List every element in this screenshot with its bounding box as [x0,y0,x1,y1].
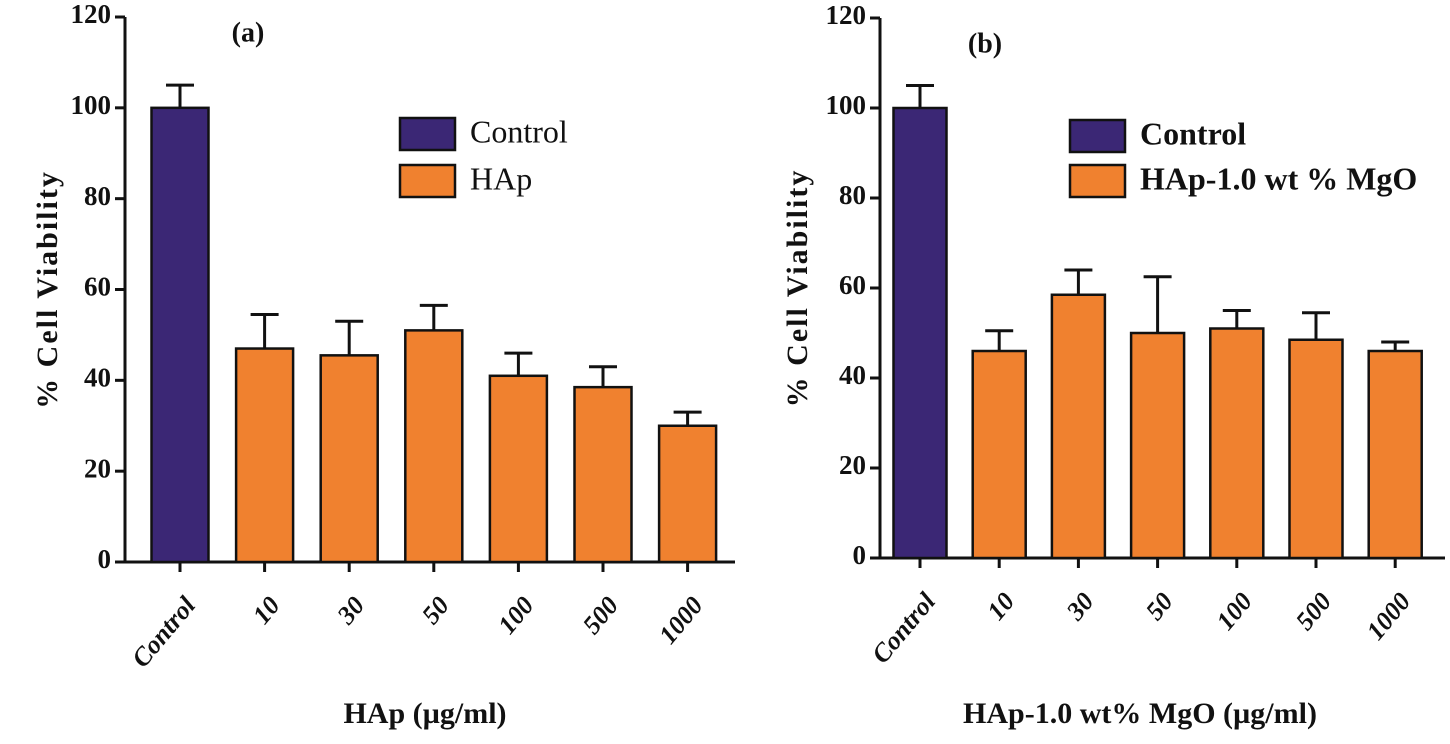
y-tick-label: 80 [84,181,111,211]
panel: (a) 0 20 40 60 80 100 120 Control 10 30 50 100 500 100… [31,0,735,730]
legend-swatch [398,116,457,152]
legend-swatch [398,163,457,199]
y-tick-label: 40 [84,363,111,393]
legend-swatch [1068,163,1127,199]
x-tick-label: 30 [331,591,371,630]
bar [1367,349,1423,560]
panel-title: (b) [968,28,1002,59]
error-bar [419,303,448,331]
error-bar [1381,340,1410,351]
legend-label: HAp-1.0 wt % MgO [1140,160,1417,196]
y-axis-label: % Cell Viability [31,170,64,409]
error-bar [673,410,702,426]
y-tick-label: 100 [826,90,867,120]
error-bar [1302,311,1330,340]
error-bar [504,351,533,376]
error-bar [906,84,934,108]
y-tick-label: 0 [853,540,867,570]
bar [150,106,210,564]
y-tick-label: 20 [84,453,111,483]
x-tick-label: 500 [577,591,624,640]
error-bar [1222,309,1251,329]
bar [1050,293,1107,560]
error-bar [985,329,1014,351]
bar [1209,327,1265,560]
bar [404,329,464,564]
legend-label: HAp [470,160,532,196]
y-tick-label: 100 [71,90,112,120]
x-tick-label: Control [866,586,942,668]
y-tick-label: 80 [839,180,866,210]
x-axis-label: HAp (µg/ml) [343,697,506,730]
x-tick-label: 30 [1060,587,1100,626]
x-tick-label: 500 [1290,587,1337,636]
x-tick-label: 100 [1211,587,1258,636]
y-axis-label: % Cell Viability [781,169,814,408]
bar [573,385,633,564]
error-bar [1143,275,1172,333]
y-tick-label: 0 [98,544,112,574]
bar [1129,331,1186,560]
legend-label: Control [1140,115,1246,151]
error-bar [1064,268,1093,295]
x-tick-label: Control [126,590,202,672]
bar [971,349,1027,560]
y-tick-label: 40 [839,360,866,390]
bar [234,347,295,564]
error-bar [250,312,279,349]
bar [488,374,549,564]
panel-title: (a) [232,17,265,48]
legend-label: Control [470,113,568,149]
bar [657,424,718,564]
x-axis-label: HAp-1.0 wt% MgO (µg/ml) [963,697,1317,730]
error-bar [589,365,617,388]
x-tick-label: 10 [981,587,1020,626]
x-tick-label: 50 [416,591,455,630]
panel: (b) 0 20 40 60 80 100 120 Control 10 30 50 100 500 100… [781,0,1445,730]
x-tick-label: 10 [247,591,286,630]
x-tick-label: 100 [492,591,539,640]
legend-swatch [1068,118,1127,154]
y-tick-label: 60 [84,272,111,302]
x-tick-label: 1000 [653,591,709,649]
x-tick-label: 1000 [1361,587,1417,645]
y-tick-label: 20 [839,450,866,480]
y-tick-label: 60 [839,270,866,300]
error-bar [335,319,364,356]
x-tick-label: 50 [1140,587,1179,626]
bar [1288,338,1344,560]
error-bar [166,83,194,108]
y-tick-label: 120 [826,0,867,30]
y-tick-label: 120 [71,0,112,29]
bar [319,354,379,564]
bar [892,106,948,560]
